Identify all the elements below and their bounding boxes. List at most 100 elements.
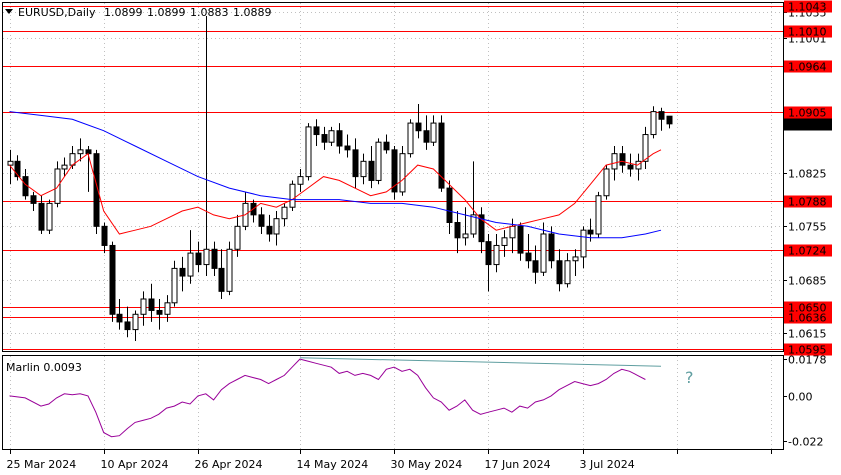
current-price-label: 1.0889 (788, 119, 827, 132)
slow-ma-line (9, 111, 662, 239)
candle-body (564, 260, 571, 285)
candle-body (116, 313, 123, 323)
candle (195, 241, 202, 273)
candle (30, 191, 37, 212)
candle-body (195, 252, 202, 266)
level-badges: 1.1043 1.1010 1.0964 1.0905 1.0788 1.0724 1.06… (784, 0, 832, 357)
candle (266, 214, 273, 242)
candle-body (509, 225, 516, 239)
price-tick-label: 1.0615 (788, 328, 827, 341)
candle-body (627, 164, 634, 170)
question-annotation: ? (685, 368, 694, 387)
candle-body (77, 149, 84, 155)
candle (423, 115, 430, 150)
candle-body (642, 134, 649, 162)
candle (132, 310, 139, 342)
candle-body (493, 244, 500, 266)
candle (101, 222, 108, 254)
candle (297, 168, 304, 192)
level-badge (784, 25, 832, 38)
price-tick-label: 1.0685 (788, 275, 827, 288)
candle (38, 195, 45, 234)
candle (532, 245, 539, 284)
candle (556, 249, 563, 292)
candle-body (305, 126, 312, 178)
candle (328, 126, 335, 147)
candle (218, 249, 225, 299)
level-badge (784, 0, 832, 13)
level-badge (784, 195, 832, 208)
candle-body (46, 202, 53, 231)
candle-body (383, 141, 390, 151)
level-label: 1.0650 (788, 302, 827, 315)
candle (352, 138, 359, 189)
price-tick-label: 1.0755 (788, 221, 827, 234)
level-badge (784, 244, 832, 257)
candle (250, 199, 257, 223)
candle (642, 126, 649, 169)
candle (46, 199, 53, 234)
candle (548, 226, 555, 269)
candle (627, 153, 634, 177)
candle-body (580, 229, 587, 258)
candle-body (485, 241, 492, 266)
date-label: 17 Jun 2024 (485, 458, 551, 471)
candle (368, 146, 375, 189)
candle-body (595, 195, 602, 235)
current-price-badge (784, 118, 832, 131)
level-label: 1.1010 (788, 26, 827, 39)
candle (375, 138, 382, 185)
close-value: 1.0889 (233, 6, 272, 19)
candle-body (93, 153, 100, 227)
candle-body (156, 309, 163, 315)
candle-body (101, 225, 108, 246)
symbol-label: EURUSD,Daily (18, 6, 96, 19)
high-value: 1.0899 (147, 6, 186, 19)
level-badge (784, 343, 832, 356)
candle-body (532, 260, 539, 273)
candle (164, 295, 171, 322)
candle-body (352, 149, 359, 178)
candle-body (273, 218, 280, 235)
candle (109, 241, 116, 322)
candle-body (187, 252, 194, 277)
collapse-triangle-icon[interactable] (5, 9, 13, 14)
candle-body (470, 214, 477, 235)
level-label: 1.0788 (788, 196, 827, 209)
level-badge (784, 301, 832, 314)
marlin-title: Marlin 0.0093 (6, 361, 82, 374)
candle (211, 241, 218, 277)
horizontal-levels (3, 6, 783, 350)
candle (415, 103, 422, 139)
candle-body (179, 267, 186, 277)
candle-body (211, 248, 218, 269)
candle (313, 119, 320, 147)
open-value: 1.0899 (104, 6, 143, 19)
candle-body (281, 206, 288, 220)
candle (360, 153, 367, 185)
candle-body (650, 111, 657, 136)
marlin-tick-label: 0.0178 (788, 354, 827, 367)
candlesticks (7, 16, 673, 342)
candle-body (572, 256, 579, 262)
candle-body (423, 130, 430, 143)
candle-body (399, 153, 406, 193)
candle-body (297, 176, 304, 185)
candle-body (171, 267, 178, 304)
candle (485, 233, 492, 292)
marlin-gridlines (10, 356, 772, 449)
marlin-axis-ticks: 0.0178 0.00 -0.022 (783, 354, 827, 449)
level-label: 1.0964 (788, 61, 827, 74)
candle (234, 214, 241, 257)
candle (305, 123, 312, 181)
candle-body (462, 233, 469, 239)
candle (93, 149, 100, 234)
candle (446, 180, 453, 234)
candle-body (430, 122, 437, 143)
candle-body (124, 321, 131, 331)
candle-body (587, 229, 594, 235)
candle (344, 134, 351, 158)
